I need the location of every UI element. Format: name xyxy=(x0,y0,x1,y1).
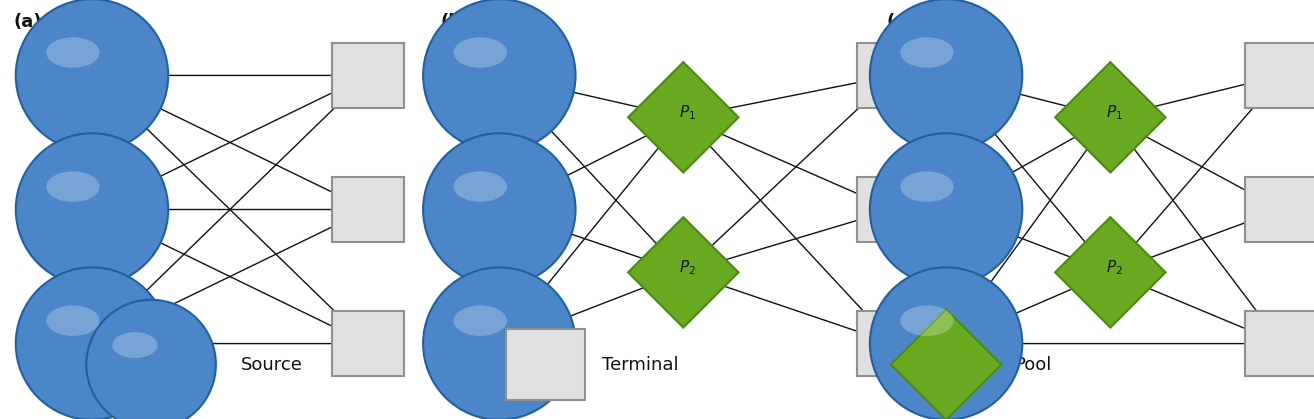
Ellipse shape xyxy=(870,267,1022,419)
Ellipse shape xyxy=(46,171,100,202)
FancyBboxPatch shape xyxy=(1246,43,1314,108)
FancyBboxPatch shape xyxy=(506,329,585,400)
Ellipse shape xyxy=(900,171,954,202)
Text: $P_1$: $P_1$ xyxy=(679,103,696,122)
FancyBboxPatch shape xyxy=(858,43,930,108)
Ellipse shape xyxy=(453,305,507,336)
Ellipse shape xyxy=(423,0,576,152)
Ellipse shape xyxy=(46,37,100,68)
Text: $P_2$: $P_2$ xyxy=(679,259,696,277)
FancyBboxPatch shape xyxy=(858,177,930,242)
FancyBboxPatch shape xyxy=(331,43,405,108)
Polygon shape xyxy=(1055,62,1166,173)
Ellipse shape xyxy=(870,0,1022,152)
Text: $P_1$: $P_1$ xyxy=(1106,103,1123,122)
Polygon shape xyxy=(891,309,1001,419)
Ellipse shape xyxy=(453,171,507,202)
Text: Source: Source xyxy=(240,356,302,373)
Ellipse shape xyxy=(870,133,1022,286)
Ellipse shape xyxy=(423,133,576,286)
FancyBboxPatch shape xyxy=(858,311,930,376)
FancyBboxPatch shape xyxy=(1246,311,1314,376)
Ellipse shape xyxy=(16,133,168,286)
Ellipse shape xyxy=(423,267,576,419)
Polygon shape xyxy=(628,62,738,173)
Ellipse shape xyxy=(112,332,158,358)
Ellipse shape xyxy=(900,305,954,336)
Text: Terminal: Terminal xyxy=(602,356,678,373)
Ellipse shape xyxy=(87,300,215,419)
FancyBboxPatch shape xyxy=(1246,177,1314,242)
Text: (c): (c) xyxy=(887,13,915,31)
Ellipse shape xyxy=(453,37,507,68)
FancyBboxPatch shape xyxy=(331,177,405,242)
Text: (a): (a) xyxy=(13,13,42,31)
Ellipse shape xyxy=(900,37,954,68)
Ellipse shape xyxy=(16,267,168,419)
Ellipse shape xyxy=(46,305,100,336)
Ellipse shape xyxy=(16,0,168,152)
Text: (b): (b) xyxy=(440,13,469,31)
Polygon shape xyxy=(628,217,738,328)
Text: $P_2$: $P_2$ xyxy=(1106,259,1123,277)
Polygon shape xyxy=(1055,217,1166,328)
FancyBboxPatch shape xyxy=(331,311,405,376)
Text: Pool: Pool xyxy=(1014,356,1051,373)
